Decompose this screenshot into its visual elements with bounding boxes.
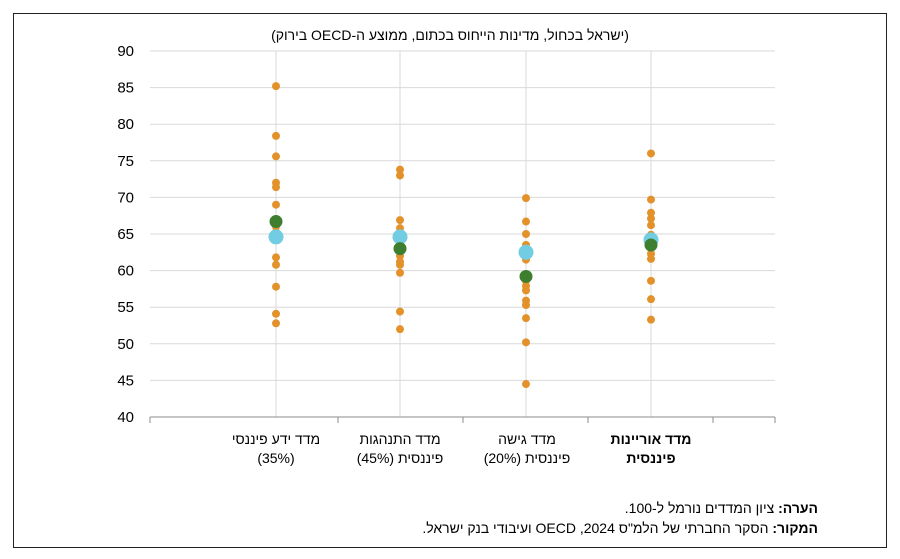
reference-country-point (272, 253, 280, 262)
y-tick-label: 60 (117, 263, 134, 280)
israel-point (392, 229, 408, 245)
reference-country-point (647, 195, 655, 204)
reference-country-point (272, 260, 280, 269)
reference-country-point (272, 200, 280, 209)
reference-country-point (647, 295, 655, 304)
reference-country-point (272, 131, 280, 140)
reference-country-point (647, 254, 655, 263)
reference-country-point (522, 314, 530, 323)
x-label-line2: (35%) (257, 450, 295, 466)
y-tick-label: 65 (117, 226, 134, 243)
reference-country-point (272, 82, 280, 91)
reference-country-point (272, 282, 280, 291)
reference-country-point (647, 276, 655, 285)
reference-country-point (396, 165, 404, 174)
y-tick-label: 55 (117, 299, 134, 316)
note-text: ציון המדדים נורמל ל-100. (624, 500, 775, 516)
israel-point (518, 244, 534, 260)
x-label-line2: פיננסית (45%) (356, 450, 444, 466)
reference-country-point (522, 217, 530, 226)
x-label-behavior: מדד התנהגות פיננסית (45%) (330, 430, 470, 468)
x-label-access: מדד גישה פיננסית (20%) (457, 430, 597, 468)
reference-country-point (522, 286, 530, 295)
israel-point (268, 229, 284, 245)
reference-country-point (272, 319, 280, 328)
reference-country-point (522, 194, 530, 203)
oecd-average-point (519, 269, 533, 283)
x-label-line2: פיננסית (626, 450, 676, 466)
oecd-average-point (644, 238, 658, 252)
reference-country-point (647, 214, 655, 223)
y-tick-label: 40 (117, 409, 134, 426)
source-line: המקור: הסקר החברתי של הלמ"ס 2024, OECD ו… (422, 520, 818, 536)
source-text: הסקר החברתי של הלמ"ס 2024, OECD ועיבודי … (422, 520, 769, 536)
reference-country-point (522, 380, 530, 389)
reference-country-point (396, 216, 404, 225)
reference-country-point (272, 309, 280, 318)
y-tick-label: 80 (117, 116, 134, 133)
reference-country-point (396, 325, 404, 334)
reference-country-point (522, 230, 530, 238)
x-label-knowledge: מדד ידע פיננסי (35%) (206, 430, 346, 468)
reference-country-point (647, 315, 655, 324)
y-tick-label: 50 (117, 336, 134, 353)
x-label-line1: מדד התנהגות (359, 431, 441, 447)
reference-country-point (396, 171, 404, 180)
y-tick-label: 45 (117, 372, 134, 389)
reference-country-point (647, 208, 655, 217)
x-label-line2: פיננסית (20%) (483, 450, 571, 466)
reference-country-point (396, 268, 404, 277)
note-label: הערה: (778, 500, 818, 516)
reference-country-point (522, 338, 530, 347)
y-tick-label: 75 (117, 153, 134, 170)
y-tick-label: 90 (117, 43, 134, 60)
reference-country-point (647, 149, 655, 158)
y-tick-label: 85 (117, 80, 134, 97)
reference-country-point (522, 301, 530, 310)
oecd-average-point (393, 242, 407, 256)
note-line: הערה: ציון המדדים נורמל ל-100. (625, 500, 818, 516)
reference-country-point (396, 260, 404, 269)
figure-frame (13, 13, 887, 548)
reference-country-point (647, 221, 655, 230)
reference-country-point (396, 307, 404, 316)
x-label-line1: מדד אוריינות (610, 431, 692, 447)
reference-country-point (272, 183, 280, 192)
chart-title: (ישראל בכחול, מדינות הייחוס בכתום, ממוצע… (271, 27, 629, 43)
x-label-line1: מדד גישה (498, 431, 556, 447)
x-label-literacy: מדד אוריינות פיננסית (581, 430, 721, 468)
reference-country-point (272, 152, 280, 161)
y-tick-label: 70 (117, 189, 134, 206)
source-label: המקור: (772, 520, 818, 536)
x-label-line1: מדד ידע פיננסי (231, 431, 321, 447)
oecd-average-point (269, 215, 283, 229)
